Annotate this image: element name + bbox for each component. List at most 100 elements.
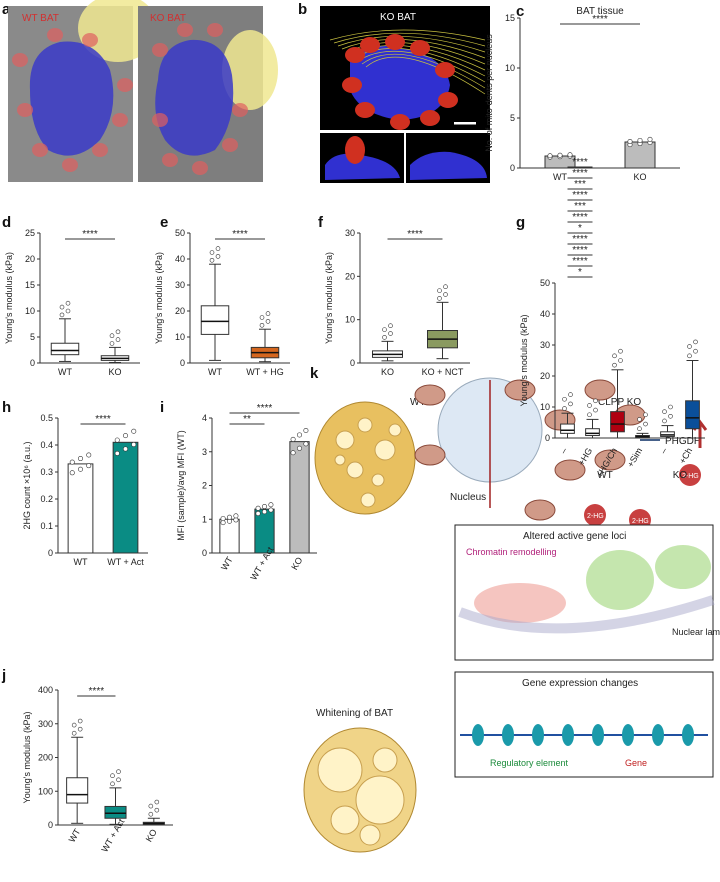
y-tick-label: 1 xyxy=(202,514,207,524)
outlier xyxy=(562,396,567,402)
outlier xyxy=(618,348,623,354)
outlier xyxy=(209,250,215,255)
outlier xyxy=(643,412,648,418)
outlier xyxy=(110,773,115,779)
outlier xyxy=(77,726,83,732)
x-tick-label: +Sim xyxy=(625,446,644,469)
x-tick-label: WT xyxy=(74,557,88,567)
outlier xyxy=(612,362,617,368)
chart-title: BAT tissue xyxy=(576,6,624,17)
gene-expression-box xyxy=(454,671,714,778)
data-point xyxy=(227,518,233,524)
nucleus-zoom xyxy=(325,153,400,180)
outlier xyxy=(154,807,160,813)
y-tick-label: 0.5 xyxy=(40,413,53,423)
lipid-droplets-wt xyxy=(334,417,402,508)
x-tick-label: +Ch xyxy=(677,446,694,466)
mito-3d xyxy=(420,110,440,126)
panel-letter-d: d xyxy=(2,214,11,231)
outlier xyxy=(687,353,692,359)
x-tick-label: KO xyxy=(144,827,159,843)
y-tick-label: 400 xyxy=(38,685,53,695)
mitochondrion xyxy=(192,161,208,175)
mitochondrion xyxy=(414,384,446,406)
y-tick-label: 10 xyxy=(505,63,515,73)
y-axis-label: Young's modulus (kPa) xyxy=(324,252,334,344)
chart-j: j 0 100 200 300 400 Young's modulus (kPa) WT WT … xyxy=(1,667,173,854)
significance-label: * xyxy=(578,267,582,278)
2hg-label: 2-HG xyxy=(682,473,699,480)
y-tick-label: 15 xyxy=(505,13,515,23)
x-tick-label: – xyxy=(658,446,669,455)
significance-label: **** xyxy=(572,212,588,223)
y-tick-label: 40 xyxy=(540,309,550,319)
wt-label: WT xyxy=(410,397,426,408)
y-tick-label: 5 xyxy=(30,332,35,342)
box xyxy=(50,342,80,356)
lipid-droplet xyxy=(346,461,364,479)
x-tick-label: KO + NCT xyxy=(422,367,464,377)
mito-3d xyxy=(360,37,380,53)
scale-bar xyxy=(454,122,476,125)
mitochondrion xyxy=(152,113,168,127)
ko-bat-label: KO BAT xyxy=(150,13,186,24)
outlier xyxy=(77,718,83,724)
panel-k: k WT CLPP KO Nucleus PHGDH 2-HG 2-HG2-HG … xyxy=(303,365,720,853)
data-point xyxy=(220,520,226,526)
data-point xyxy=(268,507,274,513)
y-axis-label: 2HG count ×10⁶ (a.u.) xyxy=(22,441,32,529)
group-label: WT xyxy=(597,470,613,481)
y-tick-label: 0.3 xyxy=(40,467,53,477)
box xyxy=(685,400,700,430)
y-tick-label: 25 xyxy=(25,228,35,238)
outlier xyxy=(388,323,393,329)
y-tick-label: 0 xyxy=(48,548,53,558)
panel-letter-c: c xyxy=(516,3,524,20)
mitochondrion xyxy=(12,53,28,67)
y-axis-label: Young's modulus (kPa) xyxy=(154,252,164,344)
significance-label: **** xyxy=(232,229,248,240)
nucleosome xyxy=(562,724,574,746)
panel-letter-b: b xyxy=(298,1,307,18)
data-point xyxy=(255,505,261,511)
group-label: KO xyxy=(673,470,688,481)
chart-c: c 0 5 10 15 No. of mito-dents per nucleus BAT … xyxy=(484,3,680,182)
bar xyxy=(289,441,310,554)
mitochondrion xyxy=(207,23,223,37)
lipid-droplets-ko xyxy=(317,747,405,846)
data-point xyxy=(303,427,309,433)
bar xyxy=(254,508,275,554)
mitochondrion xyxy=(47,28,63,42)
outlier xyxy=(116,769,121,774)
data-point xyxy=(547,153,553,159)
y-tick-label: 20 xyxy=(540,371,550,381)
x-tick-label: WT xyxy=(553,172,567,182)
lipid-droplet xyxy=(374,439,396,461)
outlier xyxy=(265,319,271,324)
data-point xyxy=(123,446,129,452)
nucleus-ko xyxy=(155,39,234,156)
nucleus-wt xyxy=(29,41,114,156)
data-point xyxy=(123,433,129,439)
mitochondrion xyxy=(232,103,248,117)
outlier xyxy=(637,426,642,432)
data-point xyxy=(261,503,267,509)
nuclear-lamina-band xyxy=(458,595,715,634)
panel-letter-a: a xyxy=(2,1,11,18)
y-axis-label: Young's modulus (kPa) xyxy=(519,315,529,407)
regulatory-label: Regulatory element xyxy=(490,758,569,768)
data-point xyxy=(78,456,84,462)
mito-3d xyxy=(385,34,405,50)
significance-label: * xyxy=(578,223,582,234)
outlier xyxy=(65,300,71,306)
lipid-droplet xyxy=(357,417,373,433)
chart-f: f 0 10 20 30 Young's modulus (kPa) KO KO + NCT *… xyxy=(318,214,470,377)
nucleosome xyxy=(502,724,514,746)
y-tick-label: 200 xyxy=(38,753,53,763)
lipid-droplet xyxy=(317,747,363,793)
nucleosome xyxy=(472,724,484,746)
outlier xyxy=(115,329,121,335)
outlier xyxy=(209,257,215,263)
x-tick-label: WT + HG xyxy=(246,367,284,377)
